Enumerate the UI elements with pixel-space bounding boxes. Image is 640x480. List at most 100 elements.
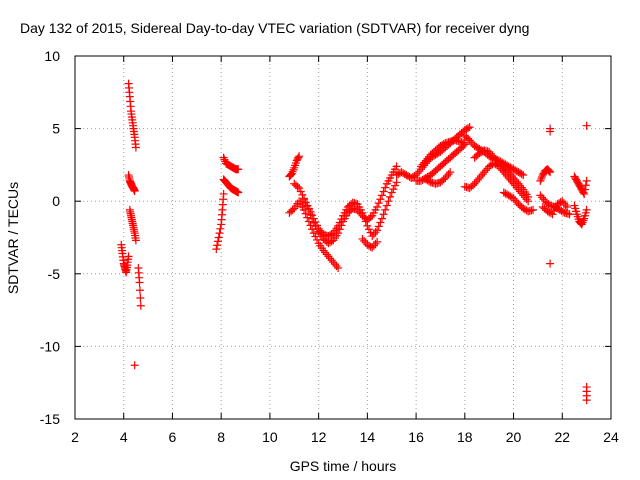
data-point (234, 188, 243, 197)
data-point (360, 213, 369, 222)
data-point (135, 278, 144, 287)
data-point (387, 188, 396, 197)
data-point (536, 176, 545, 185)
x-tick-label: 14 (360, 429, 376, 445)
data-point (288, 167, 297, 176)
data-point (304, 204, 313, 213)
data-point (131, 143, 140, 152)
data-point (363, 221, 372, 230)
data-point (379, 210, 388, 219)
data-point (287, 169, 296, 178)
data-point (460, 139, 469, 148)
data-point (544, 166, 553, 175)
data-point (524, 192, 533, 201)
data-point (214, 233, 223, 242)
data-point (550, 206, 559, 215)
data-point (337, 215, 346, 224)
data-point (219, 153, 228, 162)
data-point (580, 189, 589, 198)
y-tick-label: -10 (40, 338, 60, 354)
data-point (389, 185, 398, 194)
data-point (377, 191, 386, 200)
data-point (309, 214, 318, 223)
data-point (298, 190, 307, 199)
data-point (377, 214, 386, 223)
data-point (517, 183, 526, 192)
data-point (384, 197, 393, 206)
data-point (464, 124, 473, 133)
data-point (446, 168, 455, 177)
data-point (234, 165, 243, 174)
x-axis-ticks: 2 4 6 8 10 12 14 16 18 20 22 24 (71, 56, 619, 445)
data-point (548, 210, 557, 219)
data-point (373, 203, 382, 212)
x-axis-label: GPS time / hours (290, 458, 397, 474)
y-tick-label: 10 (44, 48, 60, 64)
x-tick-label: 22 (554, 429, 570, 445)
grid-lines (75, 56, 611, 419)
x-tick-label: 10 (262, 429, 278, 445)
data-point (529, 205, 538, 214)
data-point (537, 173, 546, 181)
data-point (381, 183, 390, 192)
data-point (381, 205, 390, 214)
data-point (582, 121, 591, 130)
data-point (465, 123, 474, 132)
data-point (563, 203, 572, 212)
data-point (581, 181, 590, 190)
data-point (565, 210, 574, 219)
data-point (546, 127, 555, 136)
data-point (578, 218, 587, 227)
data-point (382, 201, 391, 210)
data-point (334, 263, 343, 272)
data-point (376, 195, 385, 204)
data-point (212, 245, 221, 254)
y-tick-label: 5 (52, 121, 60, 137)
plot-frame (74, 55, 612, 420)
data-point (136, 301, 145, 310)
data-point (537, 174, 546, 183)
x-tick-label: 6 (169, 429, 177, 445)
data-point (392, 178, 401, 187)
data-point (364, 225, 373, 234)
x-tick-label: 4 (120, 429, 128, 445)
data-point (293, 182, 302, 191)
x-tick-label: 18 (457, 429, 473, 445)
data-point (296, 187, 305, 196)
data-point (517, 170, 526, 179)
data-point (373, 226, 382, 235)
data-point (386, 192, 395, 201)
data-point (444, 170, 453, 179)
data-point (295, 184, 304, 193)
y-tick-label: 0 (52, 193, 60, 209)
data-point (213, 237, 222, 246)
x-tick-label: 24 (603, 429, 619, 445)
data-point (124, 252, 133, 261)
data-point (294, 153, 303, 162)
data-point (376, 218, 385, 227)
data-point (358, 208, 367, 217)
data-point (371, 228, 380, 237)
data-point (581, 185, 590, 194)
data-point (334, 221, 343, 230)
data-point (220, 155, 229, 164)
data-point (545, 167, 554, 176)
data-point (306, 207, 315, 216)
data-point (130, 187, 139, 196)
data-points (117, 79, 591, 405)
data-point (561, 201, 570, 210)
x-tick-label: 2 (71, 429, 79, 445)
chart-title: Day 132 of 2015, Sidereal Day-to-day VTE… (20, 20, 529, 36)
data-point (130, 361, 139, 370)
data-point (313, 235, 322, 244)
data-point (131, 236, 140, 245)
data-point (371, 239, 380, 248)
data-point (309, 229, 318, 238)
data-point (379, 187, 388, 196)
data-point (373, 237, 382, 246)
data-point (311, 218, 320, 227)
x-tick-label: 16 (408, 429, 424, 445)
data-point (392, 162, 401, 171)
data-point (579, 216, 588, 225)
